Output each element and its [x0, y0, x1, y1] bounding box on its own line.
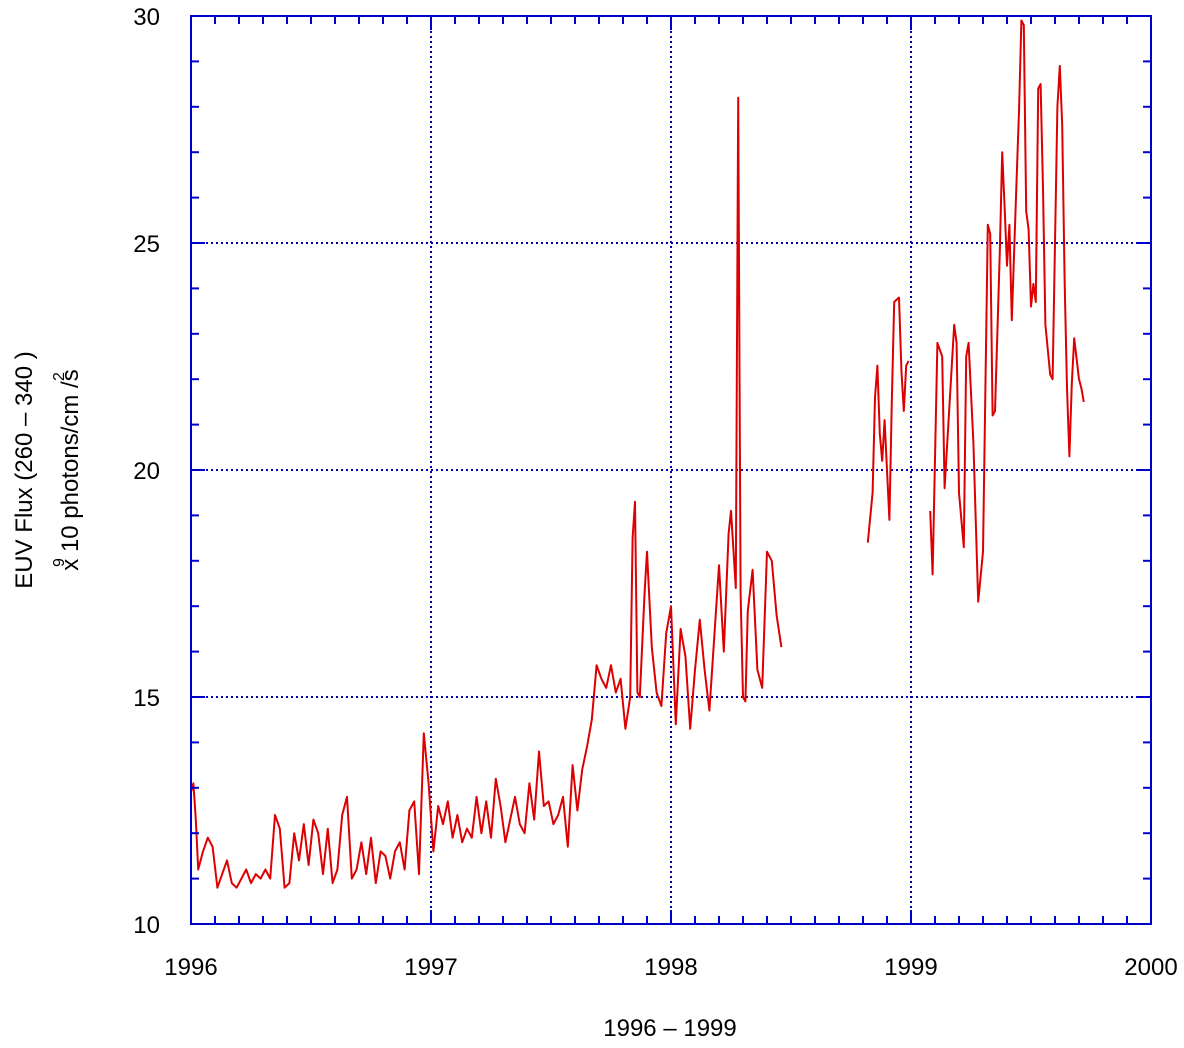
tick-marks — [190, 15, 1152, 925]
x-tick-label: 1999 — [884, 954, 937, 981]
x-axis-label: 1996 – 1999 — [603, 1015, 736, 1042]
y-axis-label-sup-2: 2 — [51, 372, 68, 381]
flux-series-line — [190, 96, 783, 889]
tick-labels: 1996 1997 1998 1999 2000 10 15 20 25 30 — [133, 4, 1177, 981]
x-tick-label: 1997 — [404, 954, 457, 981]
y-axis-label-line2: x 10 photons/cm /s — [57, 369, 84, 570]
y-axis-label: EUV Flux (260 – 340 ) — [11, 351, 38, 588]
x-tick-label: 2000 — [1124, 954, 1177, 981]
y-tick-label: 10 — [133, 912, 160, 939]
y-tick-label: 20 — [133, 458, 160, 485]
x-tick-label: 1996 — [164, 954, 217, 981]
y-tick-label: 25 — [133, 231, 160, 258]
x-tick-label: 1998 — [644, 954, 697, 981]
y-axis-label-units: x 10 photons/cm /s 9 2 — [51, 369, 84, 570]
flux-series-line — [929, 19, 1085, 603]
data-series — [190, 19, 1085, 889]
y-tick-label: 15 — [133, 685, 160, 712]
y-axis-label-sup-9: 9 — [51, 558, 68, 567]
grid-lines — [191, 16, 1151, 924]
y-axis-label-line1: EUV Flux (260 – 340 ) — [11, 351, 38, 588]
flux-series-line — [866, 296, 910, 543]
y-tick-label: 30 — [133, 4, 160, 31]
